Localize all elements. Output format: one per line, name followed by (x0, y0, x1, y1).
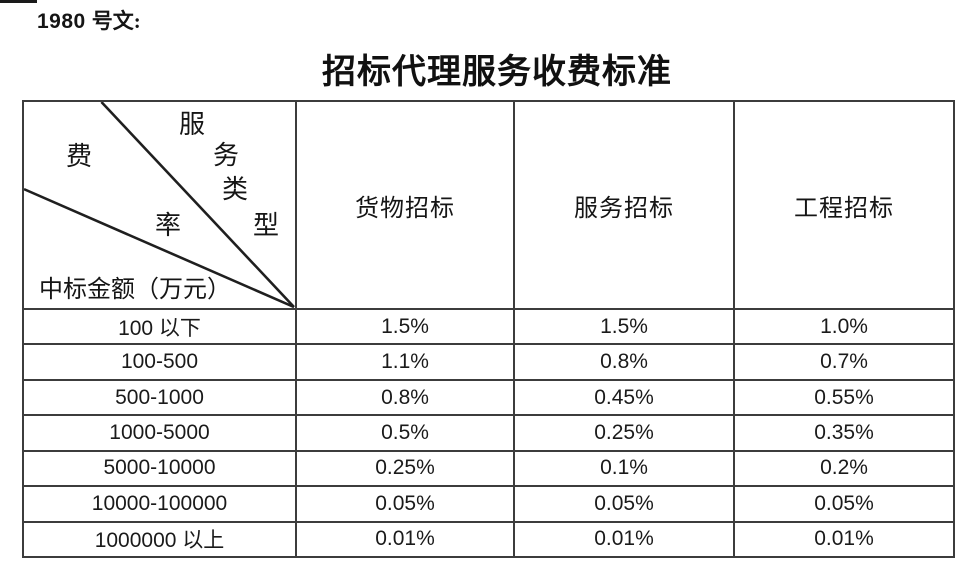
table-row: 5000-10000 0.25% 0.1% 0.2% (22, 449, 955, 488)
goods-rate-cell: 0.05% (295, 485, 515, 523)
works-rate-cell: 0.7% (733, 343, 955, 381)
doc-number: 1980 (37, 10, 86, 33)
works-rate-cell: 0.35% (733, 414, 955, 452)
goods-rate-cell: 0.5% (295, 414, 515, 452)
diagonal-divider-lines (25, 103, 294, 307)
service-rate-cell: 0.8% (513, 343, 735, 381)
service-rate-cell: 0.1% (513, 449, 735, 488)
corner-type-char-1: 服 (178, 110, 206, 139)
column-header-works: 工程招标 (733, 100, 955, 310)
goods-rate-cell: 0.8% (295, 378, 515, 417)
table-row: 10000-100000 0.05% 0.05% 0.05% (22, 485, 955, 523)
table-row: 1000000 以上 0.01% 0.01% 0.01% (22, 520, 955, 559)
table-row: 1000-5000 0.5% 0.25% 0.35% (22, 414, 955, 452)
service-rate-cell: 0.25% (513, 414, 735, 452)
amount-range-cell: 1000-5000 (22, 414, 297, 452)
column-header-services: 服务招标 (513, 100, 735, 310)
amount-range-cell: 500-1000 (22, 378, 297, 417)
table-header-row: 费 服 务 类 率 型 中标金额（万元） 货物招标 服务招标 工程招标 (22, 100, 955, 310)
amount-range-cell: 5000-10000 (22, 449, 297, 488)
goods-rate-cell: 1.1% (295, 343, 515, 381)
doc-number-label: 1980 号文: (37, 5, 141, 35)
table-row: 100 以下 1.5% 1.5% 1.0% (22, 307, 955, 346)
column-header-goods: 货物招标 (295, 100, 515, 310)
amount-range-cell: 100 以下 (22, 307, 297, 346)
service-rate-cell: 1.5% (513, 307, 735, 346)
corner-type-char-2: 务 (212, 141, 240, 170)
amount-range-cell: 100-500 (22, 343, 297, 381)
corner-fee-char-1: 费 (65, 142, 93, 171)
works-rate-cell: 0.2% (733, 449, 955, 488)
row-axis-label: 中标金额（万元） (39, 277, 231, 303)
table-row: 500-1000 0.8% 0.45% 0.55% (22, 378, 955, 417)
works-rate-cell: 1.0% (733, 307, 955, 346)
service-rate-cell: 0.45% (513, 378, 735, 417)
works-rate-cell: 0.05% (733, 485, 955, 523)
works-rate-cell: 0.55% (733, 378, 955, 417)
doc-number-suffix: 号文: (91, 9, 141, 33)
goods-rate-cell: 0.25% (295, 449, 515, 488)
goods-rate-cell: 1.5% (295, 307, 515, 346)
service-rate-cell: 0.01% (513, 520, 735, 559)
works-rate-cell: 0.01% (733, 520, 955, 559)
service-rate-cell: 0.05% (513, 485, 735, 523)
corner-fee-char-2: 率 (154, 211, 182, 240)
table-corner-cell: 费 服 务 类 率 型 中标金额（万元） (22, 100, 297, 310)
corner-type-char-3: 类 (221, 175, 249, 204)
fee-standard-table: 费 服 务 类 率 型 中标金额（万元） 货物招标 服务招标 工程招标 100 … (22, 100, 955, 559)
corner-type-char-4: 型 (252, 211, 280, 240)
page-title: 招标代理服务收费标准 (322, 54, 672, 91)
table-row: 100-500 1.1% 0.8% 0.7% (22, 343, 955, 381)
goods-rate-cell: 0.01% (295, 520, 515, 559)
amount-range-cell: 10000-100000 (22, 485, 297, 523)
page-edge-artifact (0, 0, 37, 3)
amount-range-cell: 1000000 以上 (22, 520, 297, 559)
